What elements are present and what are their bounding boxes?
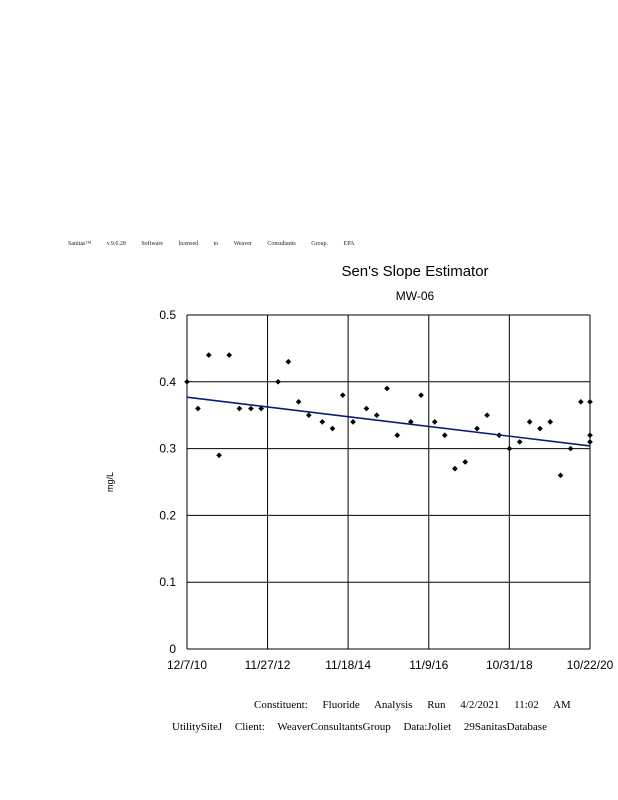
data-point	[567, 445, 574, 452]
data-point	[384, 385, 390, 392]
data-point	[195, 405, 201, 412]
data-point	[547, 419, 554, 425]
data-point	[285, 358, 292, 365]
y-tick-labels: 0 0.1 0.2 0.3 0.4 0.5	[159, 308, 176, 656]
data-point	[452, 465, 458, 472]
y-tick-label: 0	[169, 642, 176, 656]
data-point	[578, 399, 584, 405]
data-point	[339, 392, 346, 398]
data-point	[226, 352, 233, 358]
data-point	[537, 425, 543, 432]
data-point	[587, 432, 593, 439]
x-tick-labels: 12/7/10 11/27/12 11/18/14 11/9/16 10/31/18 10…	[167, 658, 614, 672]
data-point	[319, 419, 326, 425]
x-tick-label: 11/18/14	[325, 658, 371, 672]
trend-line	[186, 396, 591, 447]
data-point	[184, 378, 190, 385]
data-point	[462, 459, 469, 465]
data-point	[506, 445, 513, 452]
x-tick-label: 10/31/18	[486, 658, 533, 672]
data-point	[484, 412, 490, 419]
data-point	[431, 419, 438, 425]
chart-title: Sen's Slope Estimator	[341, 263, 489, 280]
data-point	[373, 412, 380, 419]
data-point	[248, 405, 254, 412]
footer-client-line: UtilitySiteJ Client: WeaverConsultantsGr…	[172, 721, 547, 733]
data-point	[474, 425, 480, 432]
y-axis-label: mg/L	[105, 472, 115, 492]
data-point	[441, 432, 448, 439]
data-point	[275, 378, 281, 385]
data-point	[557, 472, 564, 479]
chart-subtitle: MW-06	[395, 289, 435, 303]
y-tick-label: 0.2	[159, 508, 176, 522]
y-tick-label: 0.1	[159, 575, 176, 589]
data-point	[216, 452, 222, 459]
data-point	[587, 399, 593, 405]
data-point	[394, 432, 401, 439]
x-tick-label: 11/27/12	[245, 658, 291, 672]
chart-grid	[186, 314, 591, 650]
data-point	[236, 405, 243, 412]
data-point	[516, 439, 523, 445]
data-point	[305, 412, 312, 419]
data-point	[329, 425, 336, 432]
y-tick-label: 0.4	[159, 375, 176, 389]
x-tick-label: 12/7/10	[167, 658, 207, 672]
x-tick-label: 10/22/20	[567, 658, 614, 672]
data-point	[418, 392, 424, 398]
data-point	[205, 352, 212, 358]
data-point	[587, 439, 593, 445]
software-license-line: Sanitas™ v.9.6.28 Software licensed to W…	[68, 241, 355, 247]
data-point	[350, 419, 356, 425]
y-tick-label: 0.5	[159, 308, 176, 322]
footer-constituent-line: Constituent: Fluoride Analysis Run 4/2/2…	[254, 699, 571, 711]
data-point	[295, 399, 302, 405]
data-points	[184, 352, 593, 479]
y-tick-label: 0.3	[159, 442, 176, 456]
data-point	[526, 419, 533, 425]
x-tick-label: 11/9/16	[409, 658, 448, 672]
data-point	[363, 405, 370, 412]
